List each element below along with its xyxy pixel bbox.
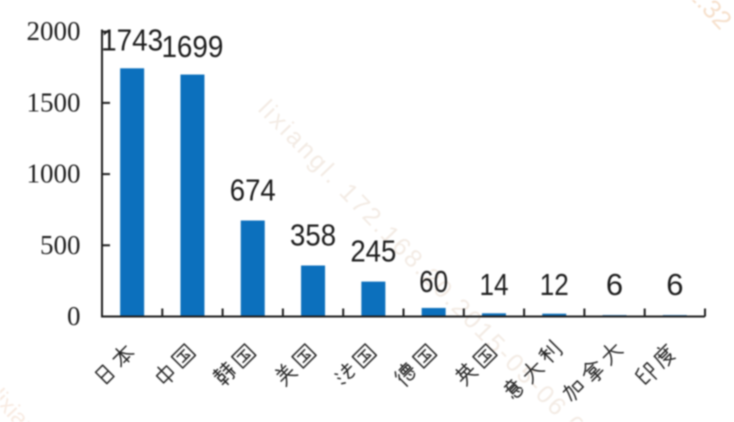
svg-text:1000: 1000: [27, 159, 81, 189]
svg-text:60: 60: [419, 264, 448, 299]
svg-text:674: 674: [230, 173, 276, 208]
svg-text:245: 245: [350, 234, 396, 269]
svg-text:358: 358: [290, 218, 336, 253]
svg-text:6: 6: [666, 267, 683, 302]
svg-text:12: 12: [540, 267, 569, 302]
svg-text:0: 0: [67, 301, 81, 331]
svg-text:2000: 2000: [27, 16, 81, 46]
svg-text:14: 14: [479, 267, 508, 302]
svg-text:6: 6: [606, 267, 623, 302]
svg-text:1743: 1743: [101, 23, 163, 58]
svg-text:500: 500: [40, 230, 81, 260]
svg-text:1500: 1500: [27, 87, 81, 117]
svg-text:1699: 1699: [161, 29, 223, 64]
